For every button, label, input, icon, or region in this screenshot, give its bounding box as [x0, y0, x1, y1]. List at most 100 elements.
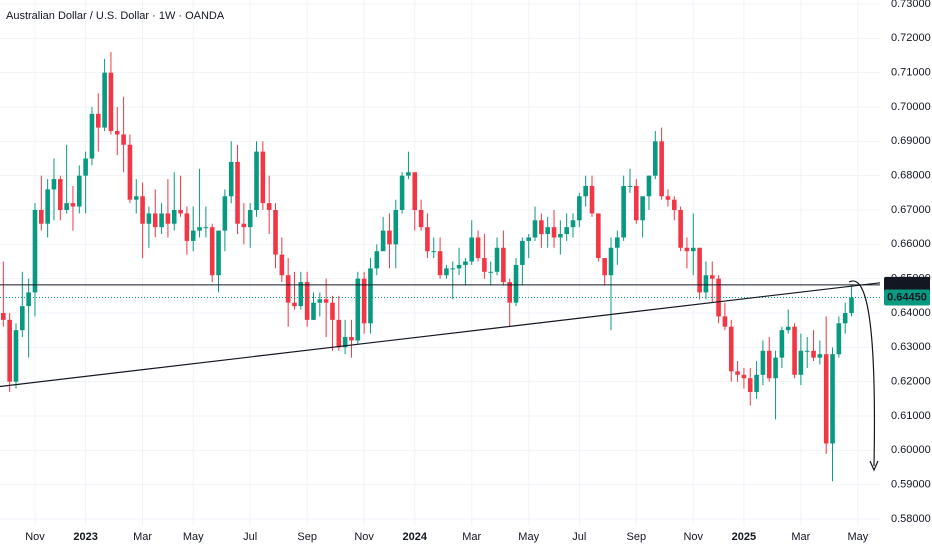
candle-body: [640, 196, 645, 221]
x-tick-label: Sep: [627, 531, 647, 543]
plot: [0, 52, 880, 482]
candle-body: [304, 282, 310, 320]
candle-body: [399, 175, 405, 210]
axes: 0.58000 0.59000 0.60000 0.61000 0.62000 0.630…: [25, 0, 931, 543]
candle-body: [760, 350, 766, 375]
candle-body: [431, 251, 437, 253]
candle-body: [273, 210, 278, 255]
candle-body: [646, 175, 652, 197]
candle-body: [450, 268, 456, 270]
candle-body: [684, 247, 690, 252]
candle-body: [716, 278, 721, 317]
candle-body: [437, 251, 443, 276]
candle-body: [539, 220, 544, 235]
candle-body: [1, 313, 6, 320]
candle-body: [634, 185, 639, 221]
candle-body: [20, 306, 25, 331]
candle-body: [469, 237, 475, 262]
candle-body: [577, 196, 582, 221]
candle-body: [247, 210, 253, 228]
candle-body: [532, 220, 538, 238]
candle-body: [830, 354, 835, 444]
y-tick-label: 0.71000: [891, 67, 931, 79]
candle-body: [779, 330, 785, 358]
candle-body: [754, 374, 759, 392]
candle-body: [133, 196, 139, 200]
trend-line: [0, 282, 880, 388]
price-line-label: 0.64819: [887, 279, 927, 291]
candle-body: [39, 210, 44, 224]
candle-body: [279, 254, 285, 276]
candle-body: [583, 185, 588, 197]
candle-body: [728, 326, 734, 372]
candle-body: [355, 278, 361, 341]
candle-body: [7, 319, 12, 382]
candle-body: [298, 282, 304, 307]
y-tick-label: 0.73000: [891, 0, 931, 10]
candle-body: [823, 354, 829, 444]
candle-body: [615, 237, 620, 248]
candle-body: [57, 179, 63, 210]
x-tick-label: May: [847, 531, 868, 543]
last-price-badge: [884, 289, 930, 306]
candle-body: [323, 299, 329, 303]
y-tick-label: 0.67000: [891, 204, 931, 216]
x-tick-label: Nov: [354, 531, 374, 543]
candle-body: [171, 210, 177, 224]
y-tick-label: 0.66000: [891, 238, 931, 250]
candle-body: [222, 196, 228, 231]
candle-body: [602, 258, 607, 276]
candle-body: [393, 210, 399, 245]
candle-body: [817, 354, 823, 358]
candle-body: [665, 196, 671, 200]
candle-body: [190, 230, 196, 241]
candle-body: [235, 161, 240, 224]
candle-body: [228, 161, 234, 197]
candle-body: [652, 141, 658, 176]
y-tick-label: 0.61000: [891, 410, 931, 422]
x-tick-label: Mar: [133, 531, 152, 543]
arrow-head: [869, 460, 879, 472]
candle-body: [83, 158, 88, 176]
y-tick-label: 0.69000: [891, 135, 931, 147]
candle-body: [311, 302, 316, 320]
x-tick-label: Jul: [243, 531, 257, 543]
y-tick-label: 0.68000: [891, 170, 931, 182]
candle-body: [678, 210, 683, 248]
candle-body: [260, 151, 266, 204]
candle-body: [842, 313, 848, 324]
projection-arrow: [848, 280, 876, 467]
candle-body: [51, 179, 57, 190]
candle-body: [589, 185, 595, 214]
candle-body: [697, 247, 702, 293]
candle-body: [526, 237, 531, 241]
candle-body: [159, 213, 164, 228]
candle-body: [520, 240, 525, 265]
candle-body: [513, 264, 519, 303]
candle-body: [608, 247, 614, 276]
candle-body: [285, 275, 291, 303]
candle-body: [317, 299, 323, 303]
y-tick-label: 0.72000: [891, 32, 931, 44]
candle-body: [494, 247, 500, 272]
chart-title: Australian Dollar / U.S. Dollar · 1W · O…: [6, 10, 225, 22]
candle-body: [266, 203, 272, 210]
candle-body: [146, 213, 152, 224]
x-tick-label: 2023: [73, 531, 97, 543]
last-price-label: 0.64450: [887, 291, 927, 303]
candle-body: [773, 357, 778, 379]
candle-body: [13, 330, 19, 382]
candle-body: [108, 72, 114, 132]
candle-body: [418, 210, 424, 228]
candle-body: [463, 261, 468, 265]
candle-body: [368, 268, 373, 324]
candle-body: [406, 172, 411, 176]
candle-body: [184, 213, 190, 241]
x-tick-label: 2024: [403, 531, 428, 543]
candle-body: [292, 302, 297, 307]
candle-body: [254, 151, 259, 210]
candle-body: [545, 227, 550, 235]
